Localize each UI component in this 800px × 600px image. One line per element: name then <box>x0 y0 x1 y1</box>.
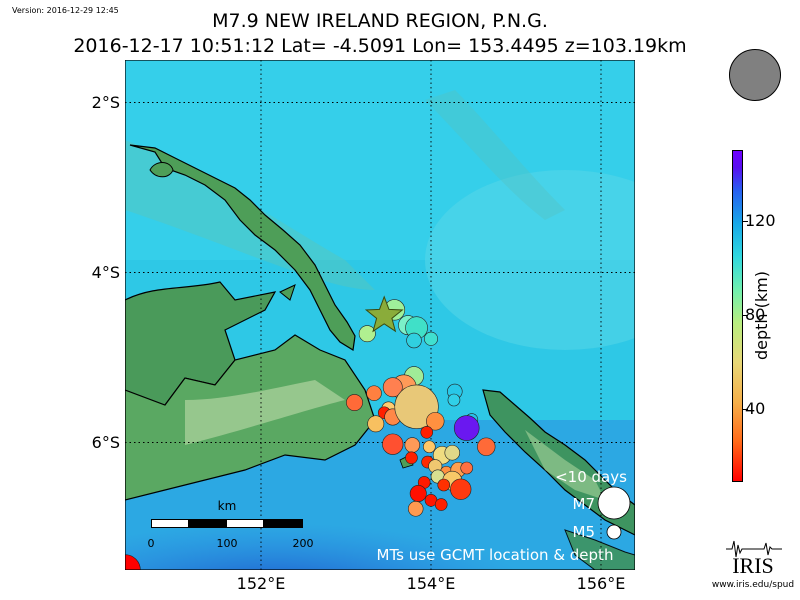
colorbar-tick-label: 80 <box>745 305 766 324</box>
version-label: Version: 2016-12-29 12:45 <box>12 6 119 15</box>
earthquake-event[interactable] <box>407 501 424 517</box>
earthquake-event[interactable] <box>367 415 385 433</box>
legend-large-label: M7 <box>573 495 596 513</box>
latitude-tick-label: 4°S <box>91 262 120 282</box>
legend-large-circle <box>597 486 631 520</box>
earthquake-event[interactable] <box>346 394 363 412</box>
earthquake-event[interactable] <box>477 437 496 456</box>
earthquake-event[interactable] <box>366 385 382 401</box>
earthquake-event[interactable] <box>423 331 439 346</box>
scale-bar: km 0 100 200 <box>148 499 314 550</box>
depth-colorbar <box>732 150 743 482</box>
event-info: 2016-12-17 10:51:12 Lat= -4.5091 Lon= 15… <box>73 35 687 57</box>
new-hanover-land <box>149 162 174 178</box>
mainshock-star[interactable] <box>364 295 404 333</box>
new-ireland-land <box>129 144 356 351</box>
earthquake-event[interactable] <box>409 485 427 502</box>
earthquake-event[interactable] <box>382 433 404 455</box>
earthquake-event[interactable] <box>453 415 480 441</box>
map-title: M7.9 NEW IRELAND REGION, P.N.G. <box>212 10 548 32</box>
scale-unit: km <box>218 499 237 513</box>
earthquake-event[interactable] <box>125 554 141 570</box>
mt-note: MTs use GCMT location & depth <box>377 546 614 564</box>
longitude-tick-label: 154°E <box>406 574 456 593</box>
earthquake-event[interactable] <box>447 393 461 407</box>
colorbar-tick <box>743 315 748 316</box>
earthquake-event[interactable] <box>460 461 474 475</box>
legend-title: <10 days <box>555 468 627 486</box>
map-content <box>125 60 635 570</box>
earthquake-event[interactable] <box>422 440 436 454</box>
colorbar-title: depth (km) <box>752 271 771 360</box>
earthquake-event[interactable] <box>405 451 418 465</box>
latitude-tick-label: 2°S <box>91 92 120 112</box>
map-panel[interactable]: <10 days M7 M5 MTs use GCMT location & d… <box>125 60 635 570</box>
legend-small-circle <box>606 524 622 540</box>
earthquake-event[interactable] <box>434 498 448 511</box>
scale-label-0: 0 <box>148 537 155 550</box>
colorbar-tick-label: 40 <box>745 399 766 419</box>
colorbar-tick <box>743 409 748 411</box>
legend-small-label: M5 <box>573 523 596 541</box>
iris-url: www.iris.edu/spud <box>712 580 794 590</box>
scale-label-100: 100 <box>217 537 238 550</box>
earthquake-event[interactable] <box>444 444 460 461</box>
colorbar-tick-label: 120 <box>745 210 776 230</box>
earthquake-event[interactable] <box>404 437 421 453</box>
earthquake-event[interactable] <box>420 425 434 439</box>
iris-logo-text: IRIS <box>732 553 774 578</box>
earthquake-event[interactable] <box>426 412 445 431</box>
longitude-tick-label: 156°E <box>576 574 626 593</box>
colorbar-tick <box>743 220 748 222</box>
scale-label-200: 200 <box>293 537 314 550</box>
earthquake-event[interactable] <box>382 377 403 398</box>
earthquake-event[interactable] <box>437 478 451 492</box>
earthquake-event[interactable] <box>406 332 422 349</box>
focal-mechanism-beachball[interactable] <box>729 49 781 101</box>
latitude-tick-label: 6°S <box>91 432 120 452</box>
earthquake-event[interactable] <box>450 478 472 500</box>
iris-logo[interactable]: IRIS www.iris.edu/spud <box>708 537 798 592</box>
longitude-tick-label: 152°E <box>236 574 286 593</box>
solomon-land <box>564 529 635 570</box>
earthquake-event[interactable] <box>358 325 376 343</box>
